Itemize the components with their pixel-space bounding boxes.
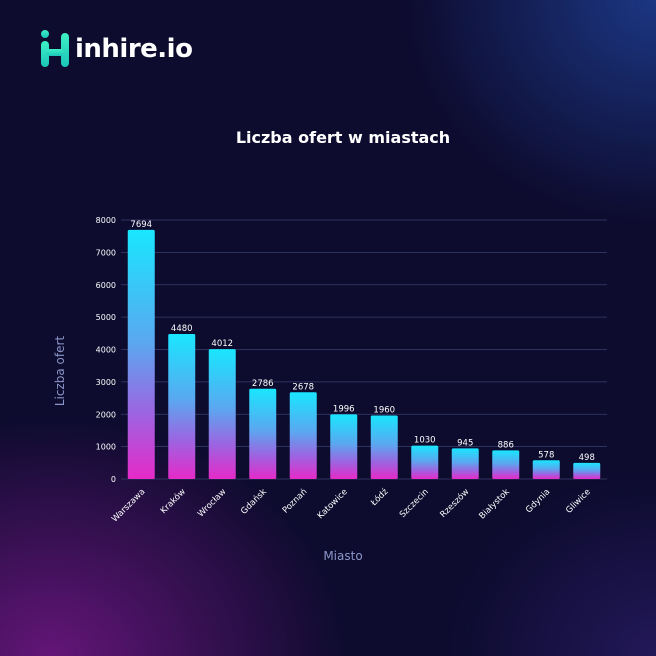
x-tick-label: Kraków: [158, 486, 188, 516]
data-label: 1960: [373, 406, 395, 416]
y-tick-label: 7000: [96, 248, 116, 257]
x-tick-label: Gliwice: [564, 487, 593, 516]
data-label: 886: [498, 440, 514, 450]
y-tick-label: 2000: [96, 410, 116, 419]
x-tick-label: Warszawa: [110, 487, 147, 524]
bar: [168, 333, 196, 479]
data-label: 2678: [292, 382, 314, 392]
data-label: 1996: [333, 404, 355, 414]
y-tick-label: 1000: [96, 443, 116, 452]
x-tick-labels: Warszawa Kraków Wrocław Gdańsk Poznań Katowic…: [110, 486, 593, 524]
bar: [492, 450, 520, 479]
x-tick-label: Rzeszów: [438, 486, 472, 520]
data-label: 7694: [130, 220, 152, 230]
bar: [573, 462, 601, 479]
x-tick-label: Białystok: [477, 487, 512, 522]
data-label: 2786: [252, 379, 274, 389]
bar: [370, 415, 398, 479]
data-label: 945: [457, 438, 473, 448]
data-label: 4012: [211, 339, 233, 349]
x-tick-label: Gdynia: [524, 487, 552, 515]
brand-logo-text: inhire.io: [75, 34, 193, 64]
x-axis-label: Miasto: [323, 549, 363, 563]
bar: [127, 229, 155, 479]
x-tick-label: Wrocław: [196, 487, 228, 519]
y-tick-label: 4000: [96, 346, 116, 355]
y-tick-label: 6000: [96, 281, 116, 290]
data-label: 4480: [171, 324, 193, 334]
brand-logo: inhire.io: [40, 29, 193, 69]
x-tick-label: Gdańsk: [239, 487, 269, 517]
data-label: 1030: [414, 436, 436, 446]
data-labels: 7694 4480 4012 2786 2678 1996 1960 1030 945 886 57…: [130, 220, 594, 463]
bar: [451, 448, 479, 479]
grid-lines: [121, 219, 607, 480]
x-tick-label: Poznań: [281, 487, 310, 516]
y-tick-label: 5000: [96, 313, 116, 322]
y-tick-labels: 0 1000 2000 3000 4000 5000 6000 7000 8000: [96, 216, 116, 484]
bar: [532, 460, 560, 479]
x-tick-label: Szczecin: [398, 487, 431, 520]
y-tick-label: 8000: [96, 216, 116, 225]
y-tick-label: 3000: [96, 378, 116, 387]
bar: [411, 445, 439, 479]
bars: [127, 229, 601, 479]
chart-title: Liczba ofert w miastach: [235, 128, 451, 147]
bar: [289, 392, 317, 479]
bar: [208, 349, 236, 479]
bar: [249, 388, 277, 479]
data-label: 498: [579, 453, 595, 463]
x-tick-label: Katowice: [316, 487, 350, 521]
data-label: 578: [538, 450, 554, 460]
inhire-logo-icon: [41, 30, 69, 67]
x-tick-label: Łódź: [368, 486, 391, 509]
y-tick-label: 0: [111, 475, 116, 484]
bar: [330, 414, 358, 479]
